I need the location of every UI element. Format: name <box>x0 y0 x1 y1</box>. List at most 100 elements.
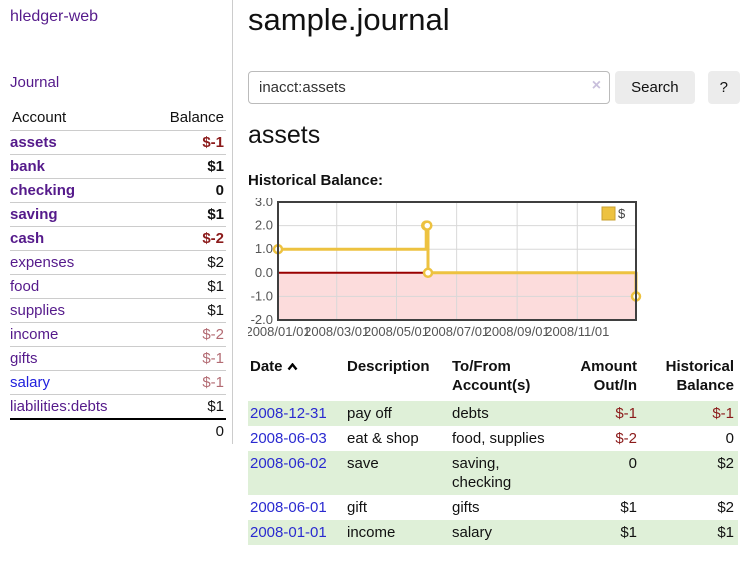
txn-accounts: debts <box>450 401 561 426</box>
account-row: supplies $1 <box>10 298 226 323</box>
account-link-checking[interactable]: checking <box>10 182 76 199</box>
accounts-table: Account Balance assets $-1 bank $1 checkin… <box>10 106 226 443</box>
account-balance: $1 <box>145 394 226 419</box>
account-row: checking 0 <box>10 178 226 203</box>
txn-amount: $-1 <box>561 401 641 426</box>
account-balance: 0 <box>145 178 226 203</box>
svg-text:2.0: 2.0 <box>255 218 273 233</box>
search-form: × Search ? <box>248 71 740 104</box>
txn-amount: $1 <box>561 520 641 545</box>
account-balance: $1 <box>145 298 226 323</box>
svg-text:-1.0: -1.0 <box>251 288 273 303</box>
account-row: assets $-1 <box>10 130 226 155</box>
clear-search-icon[interactable]: × <box>591 77 602 94</box>
txn-balance: $2 <box>717 499 734 516</box>
txn-description: income <box>345 520 450 545</box>
account-link-bank[interactable]: bank <box>10 158 46 175</box>
account-link-cash[interactable]: cash <box>10 230 45 247</box>
svg-text:2008/01/01: 2008/01/01 <box>248 324 311 339</box>
txn-accounts: food, supplies <box>452 430 545 447</box>
txn-date-link[interactable]: 2008-12-31 <box>250 405 327 422</box>
account-row: food $1 <box>10 274 226 299</box>
sort-ascending-icon <box>287 363 297 371</box>
search-button[interactable]: Search <box>615 71 695 104</box>
register-row: 2008-06-03 eat & shop food, supplies $-2… <box>248 426 738 451</box>
account-balance: $1 <box>145 202 226 227</box>
account-link-expenses[interactable]: expenses <box>10 254 75 271</box>
sidebar-item-journal[interactable]: Journal <box>10 74 60 91</box>
account-link-assets[interactable]: assets <box>10 134 57 151</box>
account-balance: $-1 <box>145 346 226 371</box>
txn-accounts: salary <box>450 520 561 545</box>
account-balance: $-2 <box>145 322 226 347</box>
txn-balance: $-1 <box>641 401 738 426</box>
register-table: Date Description To/From Account(s) Amou… <box>248 355 738 545</box>
account-row: income $-2 <box>10 322 226 347</box>
account-link-saving[interactable]: saving <box>10 206 58 223</box>
account-balance: $-1 <box>145 130 226 155</box>
txn-description: eat & shop <box>347 430 419 447</box>
register-col-accounts: To/From Account(s) <box>452 358 531 394</box>
account-row: cash $-2 <box>10 226 226 251</box>
txn-description: save <box>345 451 450 495</box>
svg-text:2008/05/01: 2008/05/01 <box>364 324 429 339</box>
register-row: 2008-06-02 save saving, checking 0 $2 <box>248 451 738 495</box>
txn-balance: $2 <box>641 451 738 495</box>
register-row: 2008-12-31 pay off debts $-1 $-1 <box>248 401 738 426</box>
account-link-gifts[interactable]: gifts <box>10 350 38 367</box>
account-link-food[interactable]: food <box>10 278 40 295</box>
register-col-description: Description <box>347 358 430 375</box>
account-row: liabilities:debts $1 <box>10 394 226 419</box>
txn-amount: $-2 <box>615 430 637 447</box>
search-input[interactable] <box>248 71 611 104</box>
account-balance: $-2 <box>145 226 226 251</box>
txn-date-link[interactable]: 2008-06-02 <box>250 455 327 472</box>
svg-text:0.0: 0.0 <box>255 265 273 280</box>
svg-text:2008/11/01: 2008/11/01 <box>545 324 609 339</box>
account-row: saving $1 <box>10 202 226 227</box>
register-row: 2008-06-01 gift gifts $1 $2 <box>248 495 738 520</box>
help-button[interactable]: ? <box>707 71 740 104</box>
chart-title: Historical Balance: <box>248 172 384 189</box>
txn-date-link[interactable]: 2008-06-03 <box>250 430 327 447</box>
svg-text:-2.0: -2.0 <box>251 312 273 327</box>
page-title: sample.journal <box>248 2 450 37</box>
txn-description: pay off <box>345 401 450 426</box>
account-link-liabilities-debts[interactable]: liabilities:debts <box>10 398 108 415</box>
account-link-salary[interactable]: salary <box>10 374 51 391</box>
txn-balance: $1 <box>641 520 738 545</box>
svg-text:2008/03/01: 2008/03/01 <box>304 324 369 339</box>
accounts-col-balance: Balance <box>169 109 224 126</box>
account-row: bank $1 <box>10 154 226 179</box>
txn-date-link[interactable]: 2008-01-01 <box>250 524 327 541</box>
historical-balance-chart: $3.0 2.0 1.0 0.0 -1.0 -2.02008/01/012008/03/0… <box>248 198 642 339</box>
accounts-total-value: 0 <box>145 418 226 443</box>
account-balance: $2 <box>145 250 226 275</box>
account-link-income[interactable]: income <box>10 326 59 343</box>
account-row: gifts $-1 <box>10 346 226 371</box>
txn-description: gift <box>347 499 368 516</box>
accounts-col-account: Account <box>12 109 67 126</box>
txn-date-link[interactable]: 2008-06-01 <box>250 499 327 516</box>
account-link-supplies[interactable]: supplies <box>10 302 66 319</box>
svg-text:$: $ <box>618 206 626 221</box>
register-col-date[interactable]: Date <box>248 355 345 401</box>
register-col-amount: Amount Out/In <box>580 358 637 394</box>
svg-text:2008/07/01: 2008/07/01 <box>424 324 489 339</box>
txn-amount: $1 <box>620 499 637 516</box>
txn-amount: 0 <box>561 451 641 495</box>
account-balance: $-1 <box>145 370 226 395</box>
account-row: expenses $2 <box>10 250 226 275</box>
sidebar: hledger-web Journal Account Balance asse… <box>0 0 233 444</box>
app-title-link[interactable]: hledger-web <box>10 8 99 25</box>
svg-text:3.0: 3.0 <box>255 198 273 209</box>
register-row: 2008-01-01 income salary $1 $1 <box>248 520 738 545</box>
account-heading: assets <box>248 121 321 149</box>
account-balance: $1 <box>145 274 226 299</box>
account-row: salary $-1 <box>10 370 226 395</box>
accounts-total-row: 0 <box>10 418 226 443</box>
txn-accounts: saving, checking <box>450 451 561 495</box>
txn-accounts: gifts <box>452 499 480 516</box>
account-balance: $1 <box>145 154 226 179</box>
register-col-balance: Historical Balance <box>665 358 734 394</box>
